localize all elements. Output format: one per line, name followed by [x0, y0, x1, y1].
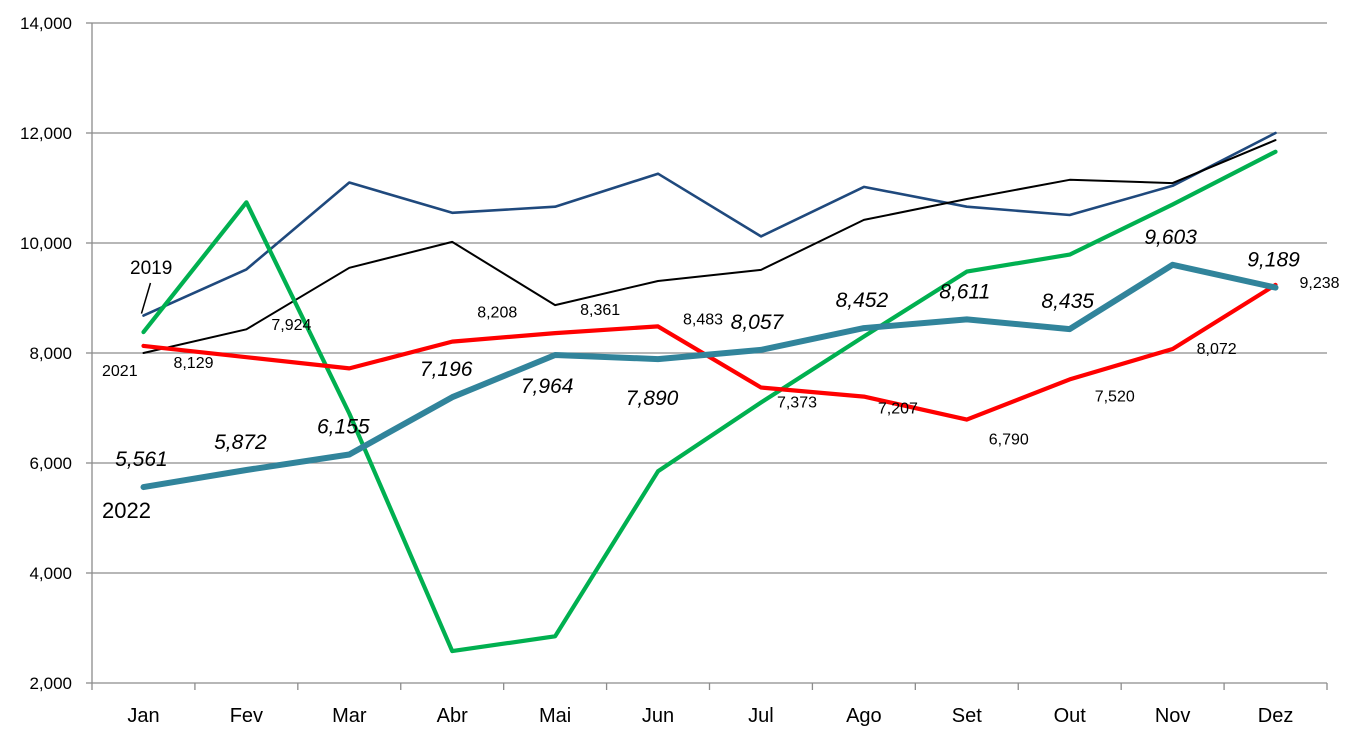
leader-line	[140, 282, 152, 314]
data-label-teal: 8,435	[1041, 290, 1094, 313]
data-label-teal: 6,155	[317, 415, 370, 438]
y-tick-label: 12,000	[20, 124, 72, 143]
data-label-teal: 8,611	[939, 280, 990, 303]
x-tick-label: Abr	[437, 705, 468, 727]
data-label-teal: 9,603	[1144, 226, 1197, 249]
data-label-teal: 5,872	[214, 431, 267, 454]
series-line-black	[142, 139, 1277, 354]
series-line-teal	[140, 261, 1279, 491]
data-label-red: 7,207	[878, 401, 918, 418]
data-label-red: 7,520	[1095, 388, 1135, 405]
series-lines	[140, 131, 1279, 654]
x-tick-label: Jul	[748, 705, 774, 727]
series-tag: 2021	[102, 363, 138, 380]
series-tag: 2019	[130, 258, 172, 279]
data-label-red: 8,483	[683, 311, 723, 328]
data-label-teal: 7,196	[420, 358, 473, 381]
data-label-teal: 8,452	[836, 289, 889, 312]
x-tick-label: Dez	[1258, 705, 1294, 727]
data-label-red: 7,924	[271, 317, 311, 334]
y-tick-label: 10,000	[20, 234, 72, 253]
x-tick-label: Mar	[332, 705, 367, 727]
data-label-red: 7,373	[777, 394, 817, 411]
data-label-teal: 9,189	[1247, 249, 1300, 272]
x-tick-label: Fev	[230, 705, 263, 727]
x-tick-label: Jan	[127, 705, 159, 727]
y-tick-label: 6,000	[29, 454, 72, 473]
series-tag: 2022	[102, 498, 151, 523]
y-tick-label: 4,000	[29, 564, 72, 583]
data-label-red: 8,361	[580, 302, 620, 319]
data-label-red: 8,129	[173, 355, 213, 372]
gridlines	[92, 22, 1327, 574]
y-tick-label: 14,000	[20, 14, 72, 33]
data-label-teal: 8,057	[731, 311, 785, 334]
data-label-red: 9,238	[1300, 275, 1340, 292]
data-label-teal: 5,561	[115, 448, 168, 471]
series-line-blue	[142, 131, 1277, 317]
data-label-red: 8,208	[477, 305, 517, 322]
x-tick-label: Jun	[642, 705, 674, 727]
data-label-teal: 7,890	[626, 387, 679, 410]
data-label-red: 6,790	[989, 432, 1029, 449]
data-label-teal: 7,964	[521, 375, 574, 398]
x-tick-label: Out	[1054, 705, 1087, 727]
x-tick-label: Set	[952, 705, 982, 727]
y-tick-label: 8,000	[29, 344, 72, 363]
x-tick-label: Mai	[539, 705, 571, 727]
data-label-red: 8,072	[1197, 341, 1237, 358]
y-tick-label: 2,000	[29, 674, 72, 693]
x-tick-label: Nov	[1155, 705, 1191, 727]
data-labels: 8,129 7,924 8,208 8,361 8,483 7,373 7,207 6,790…	[102, 226, 1340, 523]
x-tick-label: Ago	[846, 705, 882, 727]
series-line-green	[141, 149, 1278, 654]
axes: 2,000 4,000 6,000 8,000 10,000 12,000 14,000 Ja…	[20, 14, 1328, 727]
